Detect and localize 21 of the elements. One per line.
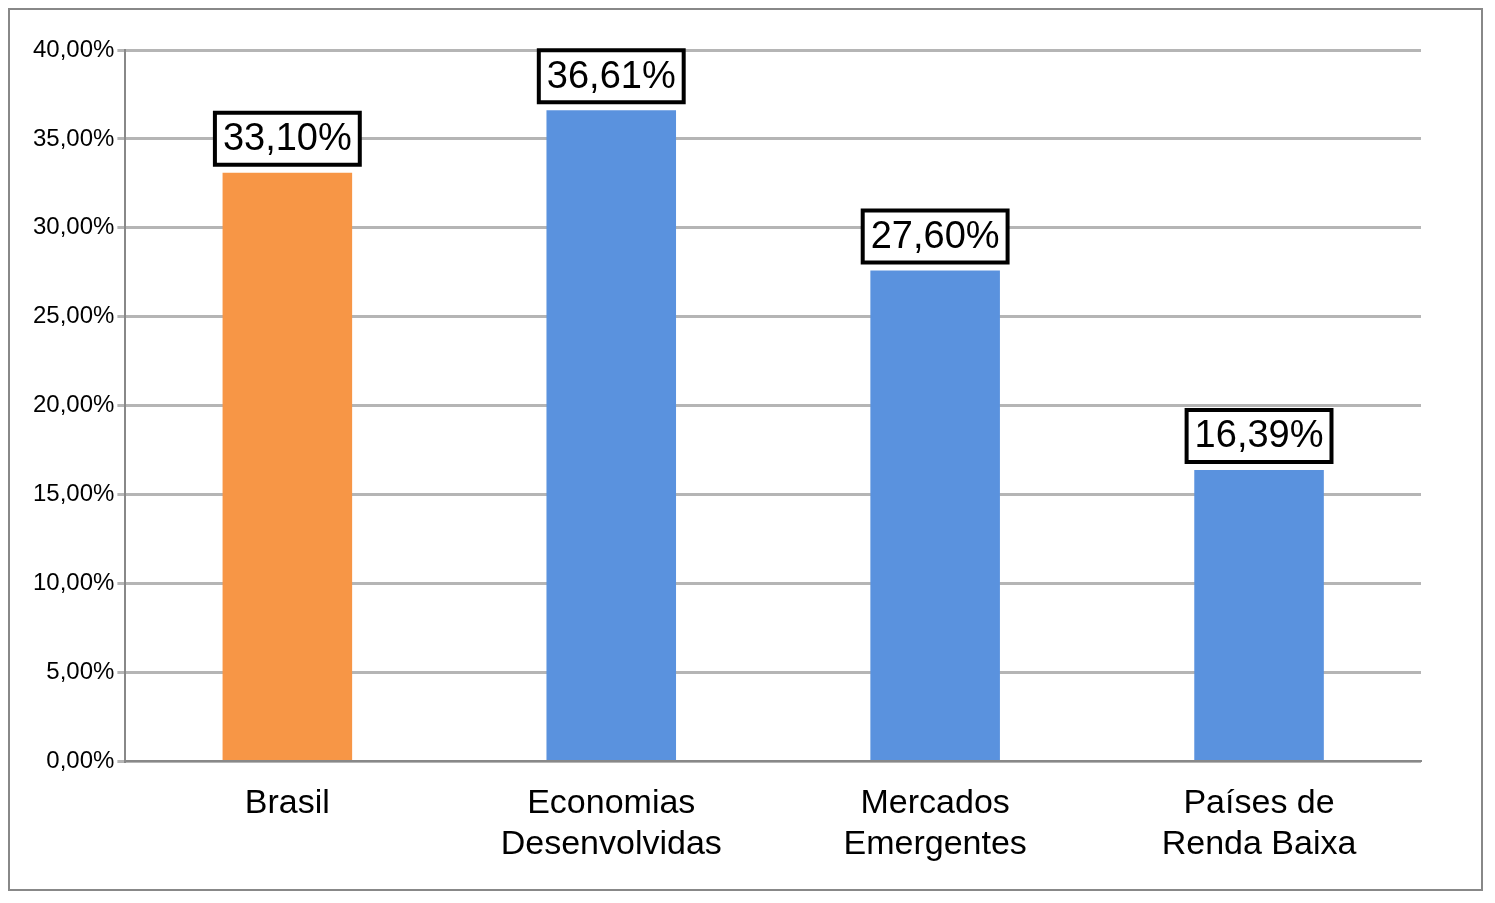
- y-tick-label: 5,00%: [46, 657, 115, 685]
- y-tick-label: 15,00%: [32, 479, 115, 507]
- y-tick-label: 35,00%: [32, 123, 115, 151]
- x-tick-label: Países de Renda Baixa: [1161, 782, 1357, 861]
- x-tick-label: Mercados Emergentes: [843, 782, 1027, 861]
- bar: [546, 110, 677, 760]
- data-label: 36,61%: [546, 53, 676, 96]
- x-tick-label: Brasil: [244, 782, 330, 821]
- data-label: 33,10%: [222, 116, 352, 159]
- y-tick-label: 20,00%: [32, 390, 115, 418]
- y-tick-label: 30,00%: [32, 212, 115, 240]
- data-label: 16,39%: [1194, 413, 1324, 456]
- y-tick-label: 0,00%: [46, 746, 115, 774]
- bar: [222, 172, 353, 760]
- x-tick-label: Economias Desenvolvidas: [500, 782, 722, 861]
- bar: [1194, 469, 1324, 760]
- bar: [870, 270, 1000, 760]
- y-tick-label: 25,00%: [32, 301, 115, 329]
- y-tick-label: 10,00%: [32, 568, 115, 596]
- y-tick-label: 40,00%: [32, 34, 115, 62]
- data-label: 27,60%: [870, 214, 1000, 257]
